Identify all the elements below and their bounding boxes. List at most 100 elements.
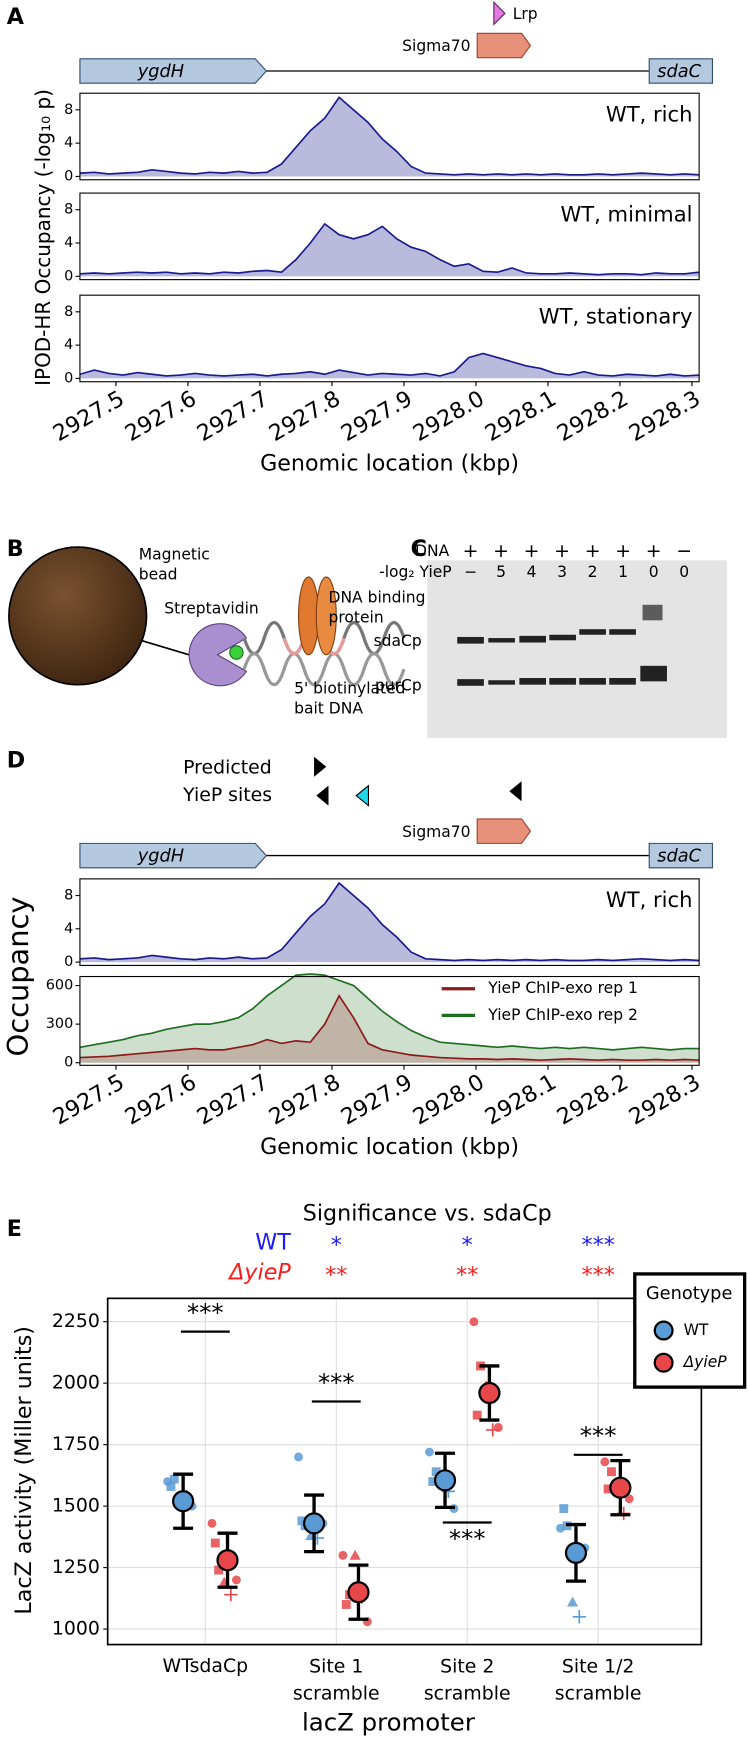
point xyxy=(349,1549,361,1560)
comparison-label: *** xyxy=(449,1524,486,1553)
panel-label: B xyxy=(7,536,24,562)
area-chart: 03006002927.52927.62927.72927.82927.9292… xyxy=(46,973,705,1160)
point xyxy=(294,1452,303,1462)
comparison-label: *** xyxy=(318,1368,355,1397)
comparison-label: *** xyxy=(187,1298,224,1327)
sites-label: YieP sites xyxy=(182,784,272,806)
mean-marker xyxy=(564,1541,588,1564)
point xyxy=(425,1447,434,1457)
y-tick-label: 0 xyxy=(64,954,73,970)
x-tick-label: Site 1/2 scramble xyxy=(555,1655,642,1704)
gel-lane-label: − xyxy=(464,563,477,581)
gel-lane-label: 4 xyxy=(527,563,537,581)
significance-name: WT xyxy=(255,1229,291,1255)
panel-label: C xyxy=(411,536,427,562)
legend-swatch xyxy=(653,1320,674,1341)
protein-label: DNA binding xyxy=(329,589,426,607)
gene-label: ygdH xyxy=(137,62,184,82)
chart-title: Significance vs. sdaCp xyxy=(303,1201,552,1227)
point xyxy=(169,1474,179,1484)
point xyxy=(428,1477,438,1486)
gel-lane-label: 5 xyxy=(496,563,506,581)
legend-label: ΔyieP xyxy=(683,1353,728,1371)
y-tick-label: 8 xyxy=(64,888,73,904)
bait-label: 5' biotinylated xyxy=(294,680,405,698)
y-tick-label: 1000 xyxy=(52,1618,100,1640)
x-tick-label: 2928.1 xyxy=(481,1069,561,1130)
significance-name: ΔyieP xyxy=(227,1259,291,1285)
y-tick-label: 600 xyxy=(46,978,73,994)
streptavidin-label: Streptavidin xyxy=(164,600,258,618)
band-label: purCp xyxy=(375,676,422,694)
y-tick-label: 4 xyxy=(64,921,73,937)
plot-frame xyxy=(79,975,700,1066)
gel-lane-label: + xyxy=(554,540,570,562)
gel-lane-label: + xyxy=(524,540,540,562)
point xyxy=(493,1422,503,1432)
legend-label: WT xyxy=(684,1321,709,1339)
sites-label: Predicted xyxy=(183,756,272,778)
annotation: WT, rich xyxy=(606,887,693,912)
x-tick-label: 2927.5 xyxy=(49,1069,129,1130)
y-tick-label: 4 xyxy=(64,337,73,353)
panel-label: A xyxy=(7,4,25,30)
y-tick-label: 1250 xyxy=(52,1556,100,1578)
x-tick-label: 2927.5 xyxy=(49,386,129,447)
y-tick-label: 2250 xyxy=(52,1310,100,1332)
x-tick-label: 2928.2 xyxy=(553,386,633,447)
point xyxy=(166,1482,176,1491)
promoter-label: Sigma70 xyxy=(402,823,470,841)
gel-lane-label: + xyxy=(463,540,479,562)
y-tick-label: 1750 xyxy=(52,1433,100,1455)
x-tick-label: 2927.8 xyxy=(265,1069,345,1130)
y-axis-label: IPOD-HR Occupancy (-log₁₀ p) xyxy=(31,89,55,386)
area-fill xyxy=(79,973,700,1063)
plot-frame xyxy=(106,1297,703,1646)
gene-label: sdaC xyxy=(657,62,701,82)
protein-label: protein xyxy=(329,609,384,627)
x-axis-label: lacZ promoter xyxy=(302,1707,476,1736)
gene-label: sdaC xyxy=(657,847,701,867)
x-tick-label: 2928.0 xyxy=(409,386,489,447)
comparison-label: *** xyxy=(580,1421,617,1450)
x-tick-label: 2927.7 xyxy=(193,386,273,447)
point xyxy=(607,1467,616,1477)
point xyxy=(338,1550,348,1560)
point xyxy=(297,1516,307,1526)
x-tick-label: 2927.6 xyxy=(121,386,201,447)
y-tick-label: 300 xyxy=(46,1016,73,1032)
area-fill xyxy=(79,97,700,177)
annotation: WT, rich xyxy=(606,101,693,126)
y-tick-label: 4 xyxy=(64,235,73,251)
x-axis-label: Genomic location (kbp) xyxy=(260,1134,519,1160)
area-line xyxy=(79,222,700,276)
point xyxy=(559,1504,569,1514)
x-tick-label: Site 1 scramble xyxy=(293,1655,380,1704)
y-tick-label: 1500 xyxy=(52,1495,100,1517)
annotation: WT, stationary xyxy=(539,303,693,328)
y-tick-label: 8 xyxy=(64,102,73,118)
x-tick-label: 2927.8 xyxy=(265,386,345,447)
point xyxy=(567,1596,579,1607)
significance-label: *** xyxy=(582,1233,615,1259)
area-fill xyxy=(79,883,700,963)
x-tick-label: 2927.7 xyxy=(193,1069,273,1130)
point xyxy=(224,1587,238,1602)
pulldown-diagram: Magnetic bead Streptavidin DNA binding p… xyxy=(8,545,426,718)
mean-marker xyxy=(478,1381,501,1405)
y-tick-label: 0 xyxy=(64,370,73,386)
legend-label: YieP ChIP-exo rep 2 xyxy=(487,1006,638,1024)
x-tick-label: 2927.9 xyxy=(337,386,417,447)
x-tick-label: 2927.6 xyxy=(121,1069,201,1130)
point xyxy=(603,1484,613,1494)
gene-track: ygdH sdaC Sigma70 Lrp xyxy=(79,0,714,84)
point xyxy=(572,1610,586,1624)
bait-label: bait DNA xyxy=(294,700,363,718)
panel-label: D xyxy=(7,748,25,774)
factor-label: Lrp xyxy=(513,5,538,23)
panel-label: E xyxy=(7,1216,22,1242)
point xyxy=(214,1565,224,1575)
gel-lane-label: 0 xyxy=(649,563,659,581)
point xyxy=(472,1410,482,1420)
